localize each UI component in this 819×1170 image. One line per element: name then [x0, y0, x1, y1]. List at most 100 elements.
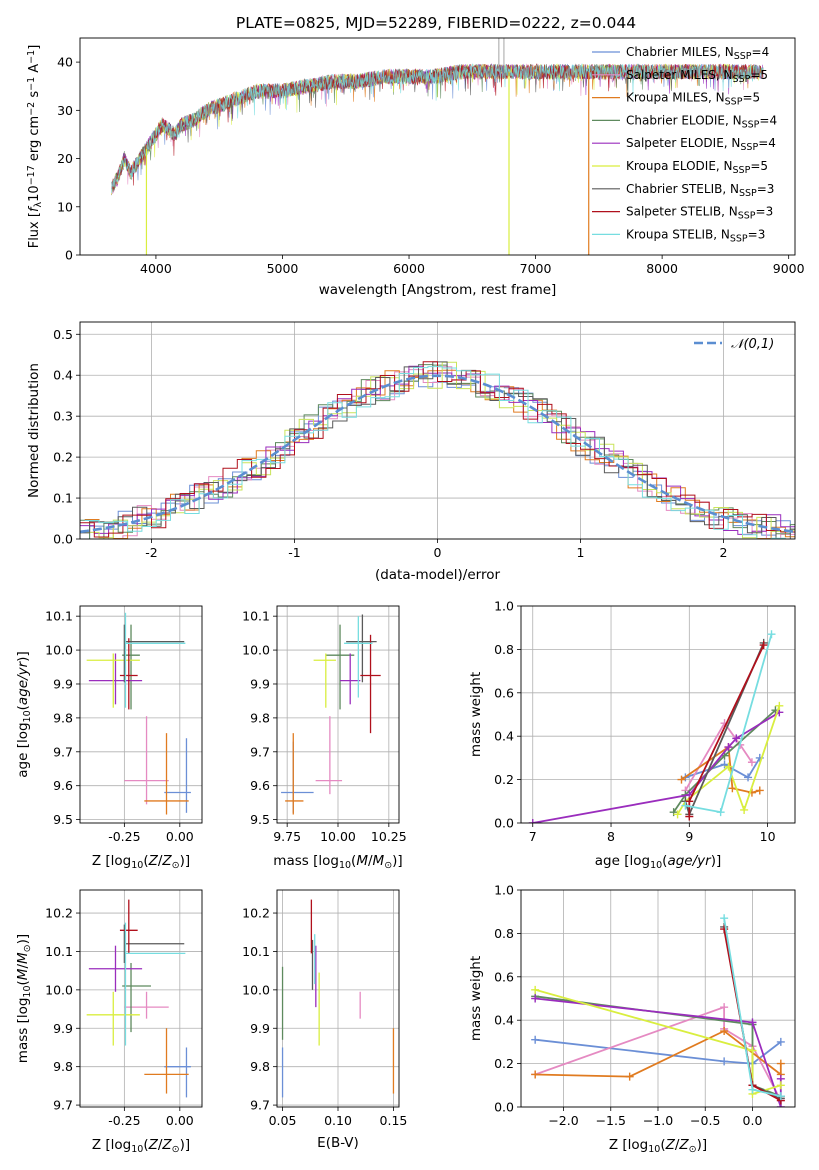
y-tick-label: 9.5	[53, 812, 73, 827]
y-tick-label: 0.0	[494, 816, 514, 831]
weight-marker	[728, 784, 737, 793]
y-tick-label: 9.7	[250, 1098, 270, 1113]
weight-line	[684, 721, 753, 791]
x-axis-label: Z [log10(Z/Z⊙)]	[609, 1137, 707, 1155]
y-tick-label: 9.7	[250, 744, 270, 759]
axes-age-vs-Z: -0.25 0.00 9.5 9.6 9.7 9.8 9.9 10.0 10.1 Z [log10…	[15, 605, 203, 871]
axes-weight-vs-Z: −2.0 −1.5 −1.0 −0.5 0.0 0.0 0.2 0.4 0.6 0.8 1.0 mas…	[468, 883, 796, 1155]
weight-marker	[776, 1059, 785, 1068]
weight-marker	[748, 1018, 757, 1027]
weight-marker	[744, 773, 753, 782]
y-tick-label: 10.2	[242, 906, 270, 921]
axes-mass-vs-ebv: 0.05 0.10 0.15 9.7 9.8 9.9 10.0 10.1 10.2 E(B-V)	[242, 889, 408, 1151]
y-axis-label: mass weight	[468, 956, 484, 1041]
weight-marker	[531, 985, 540, 994]
weight-marker	[776, 1037, 785, 1046]
y-tick-label: 0.3	[53, 409, 73, 424]
x-axis-label: (data-model)/error	[375, 567, 501, 583]
x-axis-label: mass [log10(M/M⊙)]	[273, 853, 402, 871]
x-tick-label: 7	[529, 829, 537, 844]
y-tick-label: 0.0	[494, 1100, 514, 1115]
weight-marker	[531, 1035, 540, 1044]
weight-marker	[759, 641, 768, 650]
y-axis-label: age [log10(age/yr)]	[15, 651, 33, 777]
y-axis-label: mass weight	[468, 672, 484, 757]
weight-marker	[677, 775, 686, 784]
y-tick-label: 1.0	[494, 883, 514, 898]
x-tick-label: 6000	[393, 261, 425, 276]
weight-line	[535, 1038, 782, 1065]
legend-entry: Salpeter STELIB, NSSP=3	[626, 205, 773, 222]
x-tick-label: 0.05	[269, 1113, 297, 1128]
y-tick-label: 10.1	[45, 944, 73, 959]
axes-frame	[79, 37, 796, 256]
y-tick-label: 10.1	[45, 609, 73, 624]
x-tick-label: 8	[607, 829, 615, 844]
weight-marker	[732, 734, 741, 743]
x-tick-label: 1	[577, 545, 585, 560]
axes-spectrum: 4000 5000 6000 7000 8000 9000 0 10 20 30 40 wavelen…	[26, 37, 805, 298]
axes-frame	[520, 605, 796, 824]
plot-area	[528, 630, 784, 823]
x-tick-label: 10.25	[371, 829, 407, 844]
y-tick-label: 30	[57, 103, 73, 118]
axes-frame	[520, 889, 796, 1108]
weight-marker	[720, 1057, 729, 1066]
y-tick-label: 10.0	[242, 982, 270, 997]
legend-entry: 𝒩(0,1)	[731, 337, 774, 352]
weight-marker	[748, 1046, 757, 1055]
x-tick-label: -1	[288, 545, 300, 560]
plot-area	[281, 614, 381, 815]
plot-area	[111, 38, 764, 255]
weight-marker	[775, 701, 784, 710]
weight-line	[534, 988, 782, 1096]
x-axis-label: wavelength [Angstrom, rest frame]	[319, 282, 557, 298]
x-tick-label: 10.00	[320, 829, 356, 844]
x-tick-label: 9.75	[273, 829, 301, 844]
x-tick-label: 0.10	[324, 1113, 352, 1128]
weight-marker	[531, 994, 540, 1003]
plot-area	[531, 914, 785, 1107]
y-tick-label: 0.2	[53, 450, 73, 465]
y-tick-label: 9.9	[250, 676, 270, 691]
y-tick-label: 1.0	[494, 599, 514, 614]
figure-title: PLATE=0825, MJD=52289, FIBERID=0222, z=0…	[236, 14, 636, 32]
weight-marker	[776, 1092, 785, 1101]
x-tick-label: 0.00	[166, 1113, 194, 1128]
y-tick-label: 9.8	[53, 1059, 73, 1074]
y-tick-label: 0.8	[494, 926, 514, 941]
y-tick-label: 40	[57, 55, 73, 70]
axes-frame	[276, 605, 400, 824]
weight-marker	[681, 801, 690, 810]
normal-curve	[80, 374, 795, 534]
axes-frame	[276, 889, 400, 1108]
weight-marker	[685, 797, 694, 806]
weight-marker	[747, 758, 756, 767]
y-tick-label: 10.1	[242, 609, 270, 624]
y-tick-label: 0.4	[53, 368, 73, 383]
y-tick-label: 9.7	[53, 744, 73, 759]
y-tick-label: 10.1	[242, 944, 270, 959]
axes-frame	[79, 321, 796, 540]
y-tick-label: 10.0	[45, 643, 73, 658]
y-tick-label: 0.6	[494, 969, 514, 984]
legend-entry: Chabrier MILES, NSSP=4	[626, 45, 769, 62]
x-tick-label: 8000	[646, 261, 678, 276]
x-tick-label: -0.25	[108, 829, 140, 844]
y-tick-label: 0.1	[53, 491, 73, 506]
weight-marker	[767, 630, 776, 639]
legend-entry: Salpeter MILES, NSSP=5	[626, 68, 768, 85]
x-tick-label: 2	[720, 545, 728, 560]
y-tick-label: 9.5	[250, 812, 270, 827]
axes-age-vs-mass: 9.75 10.00 10.25 9.5 9.6 9.7 9.8 9.9 10.0 10.1 mas…	[242, 605, 407, 871]
x-tick-label: 9	[685, 829, 693, 844]
y-tick-label: 0.2	[494, 772, 514, 787]
plot-area	[86, 899, 191, 1098]
weight-marker	[625, 1072, 634, 1081]
weight-marker	[724, 762, 733, 771]
x-tick-label: 0.15	[380, 1113, 408, 1128]
y-tick-label: 0.5	[53, 327, 73, 342]
legend-entry: Kroupa ELODIE, NSSP=5	[626, 159, 768, 176]
weight-marker	[673, 810, 682, 819]
